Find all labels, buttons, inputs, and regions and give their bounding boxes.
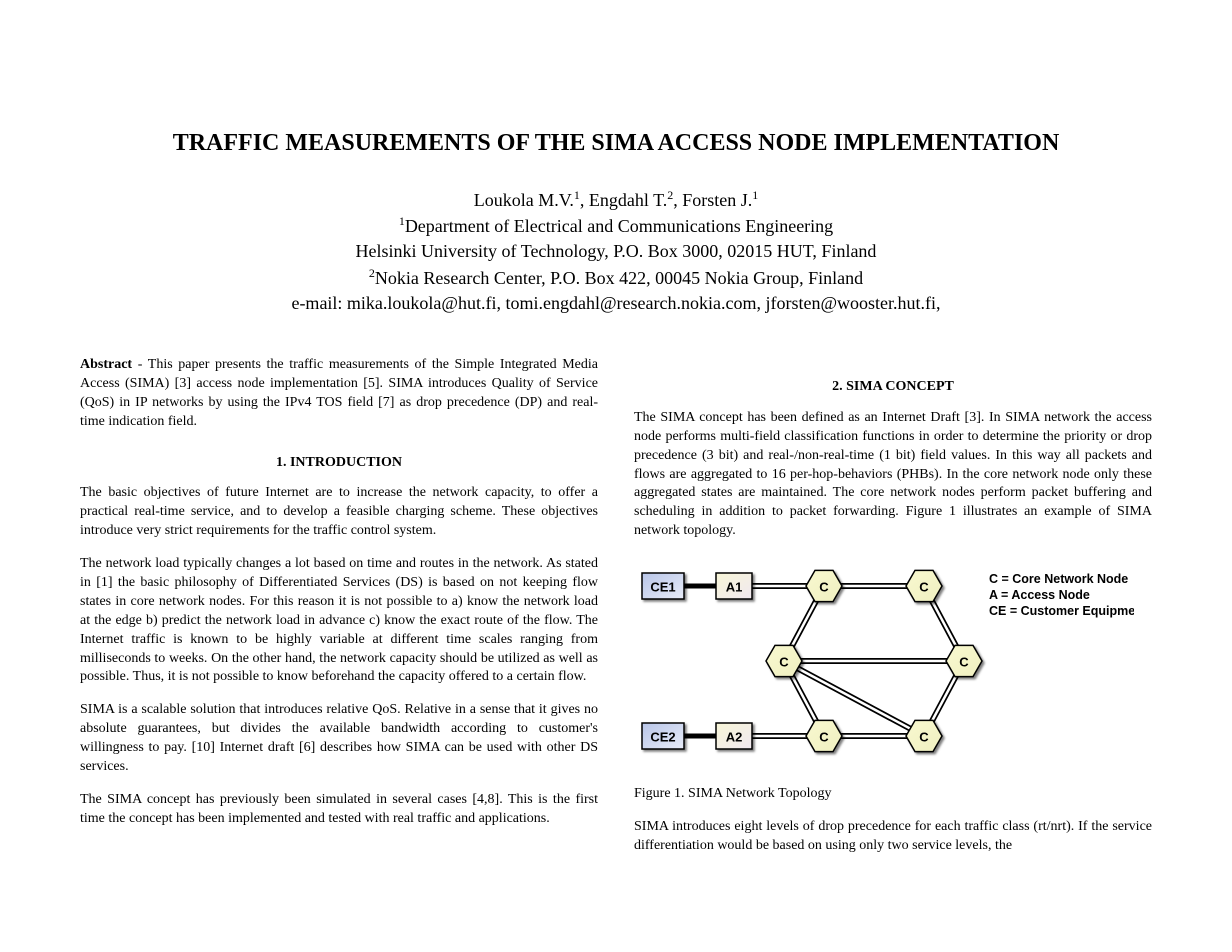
section-2-heading: 2. SIMA CONCEPT bbox=[634, 378, 1152, 397]
intro-p2: The network load typically changes a lot… bbox=[80, 555, 598, 687]
svg-text:CE2: CE2 bbox=[650, 730, 675, 745]
affiliation-2: 2Nokia Research Center, P.O. Box 422, 00… bbox=[80, 265, 1152, 291]
affiliation-1: 1Department of Electrical and Communicat… bbox=[80, 213, 1152, 239]
svg-text:A = Access Node: A = Access Node bbox=[989, 588, 1090, 602]
svg-text:A2: A2 bbox=[726, 730, 743, 745]
abstract-paragraph: Abstract - This paper presents the traff… bbox=[80, 356, 598, 432]
svg-text:C: C bbox=[919, 730, 929, 745]
abstract-text: - This paper presents the traffic measur… bbox=[80, 357, 598, 429]
svg-text:CE1: CE1 bbox=[650, 580, 675, 595]
svg-text:C: C bbox=[819, 730, 829, 745]
svg-text:CE = Customer Equipment: CE = Customer Equipment bbox=[989, 604, 1134, 618]
figure-1-caption: Figure 1. SIMA Network Topology bbox=[634, 785, 1152, 804]
svg-text:A1: A1 bbox=[726, 580, 743, 595]
intro-p3: SIMA is a scalable solution that introdu… bbox=[80, 701, 598, 777]
left-column: Abstract - This paper presents the traff… bbox=[80, 356, 598, 870]
paper-title: TRAFFIC MEASUREMENTS OF THE SIMA ACCESS … bbox=[80, 130, 1152, 157]
affiliation-address-1: Helsinki University of Technology, P.O. … bbox=[80, 239, 1152, 264]
svg-text:C = Core Network Node: C = Core Network Node bbox=[989, 572, 1128, 586]
section-1-heading: 1. INTRODUCTION bbox=[80, 454, 598, 473]
abstract-label: Abstract bbox=[80, 357, 132, 372]
network-topology-diagram: CE1 CE2 A1 A2 C C C C C C C = Core Network Node A =… bbox=[634, 555, 1134, 775]
svg-text:C: C bbox=[919, 580, 929, 595]
svg-text:C: C bbox=[779, 655, 789, 670]
author-names: Loukola M.V.1, Engdahl T.2, Forsten J.1 bbox=[80, 187, 1152, 213]
intro-p1: The basic objectives of future Internet … bbox=[80, 484, 598, 541]
concept-p2: SIMA introduces eight levels of drop pre… bbox=[634, 818, 1152, 856]
author-emails: e-mail: mika.loukola@hut.fi, tomi.engdah… bbox=[80, 291, 1152, 316]
two-column-layout: Abstract - This paper presents the traff… bbox=[80, 356, 1152, 870]
intro-p4: The SIMA concept has previously been sim… bbox=[80, 791, 598, 829]
svg-text:C: C bbox=[959, 655, 969, 670]
svg-text:C: C bbox=[819, 580, 829, 595]
authors-block: Loukola M.V.1, Engdahl T.2, Forsten J.1 … bbox=[80, 187, 1152, 316]
concept-p1: The SIMA concept has been defined as an … bbox=[634, 409, 1152, 541]
figure-1: CE1 CE2 A1 A2 C C C C C C C = Core Network Node A =… bbox=[634, 555, 1152, 775]
right-column: 2. SIMA CONCEPT The SIMA concept has bee… bbox=[634, 356, 1152, 870]
